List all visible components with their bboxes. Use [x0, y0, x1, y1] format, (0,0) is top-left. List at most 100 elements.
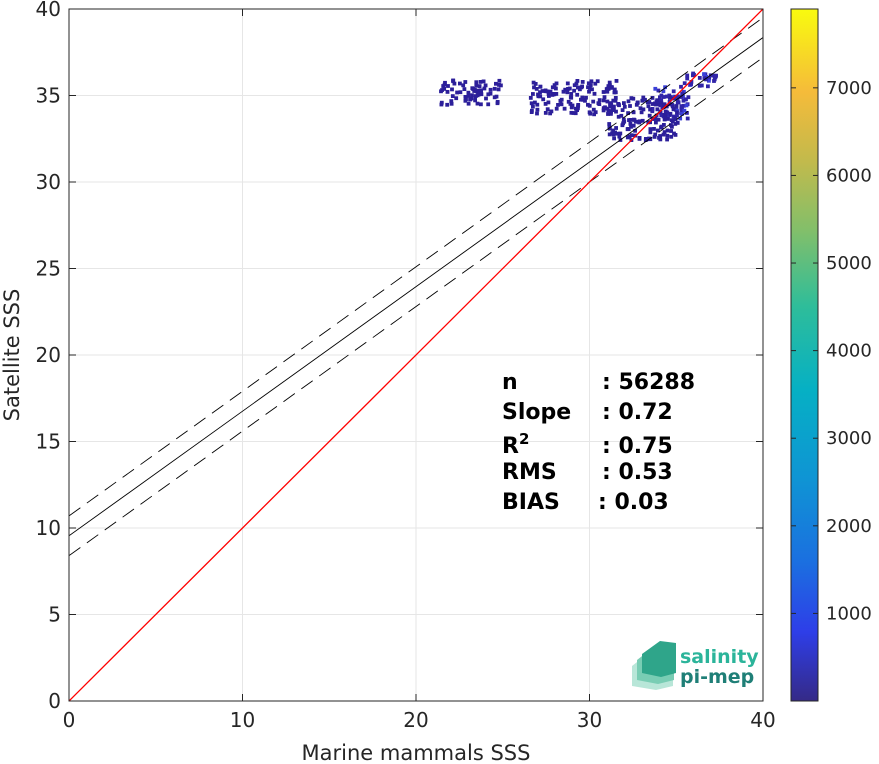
colorbar-tick-label: 2000 — [826, 516, 872, 537]
density-cell — [631, 110, 636, 115]
density-cell — [659, 125, 664, 130]
density-cell — [673, 122, 678, 126]
density-cell — [535, 111, 539, 116]
density-cell — [653, 117, 657, 121]
density-cell — [675, 110, 679, 115]
density-cell — [656, 128, 660, 133]
x-axis-ticks: 0 10 20 30 40 — [63, 9, 776, 732]
density-cell — [672, 131, 676, 136]
density-cell — [653, 102, 658, 107]
density-cell — [650, 102, 655, 106]
density-cell — [442, 87, 447, 91]
density-cell — [609, 102, 614, 107]
colorbar-tick-label: 4000 — [826, 341, 872, 362]
density-cell — [707, 78, 711, 83]
density-cell — [629, 96, 634, 100]
density-cell — [449, 101, 454, 106]
density-cell — [625, 135, 630, 140]
density-cell — [648, 137, 653, 142]
density-cell — [472, 89, 477, 93]
stat-label: n — [502, 370, 518, 395]
density-cell — [634, 102, 639, 107]
density-cell — [547, 94, 551, 98]
density-cell — [679, 84, 683, 89]
density-cell — [648, 127, 653, 131]
density-cell — [588, 83, 593, 87]
density-cell — [531, 104, 535, 109]
density-cell — [637, 137, 642, 141]
density-cell — [641, 107, 646, 112]
density-cell — [671, 119, 675, 124]
density-cell — [659, 100, 664, 105]
density-cell — [575, 92, 580, 97]
density-cell — [568, 102, 573, 106]
density-cell — [635, 100, 640, 105]
density-cell — [673, 116, 678, 121]
density-cell — [591, 99, 596, 104]
density-cell — [632, 118, 637, 122]
density-cell — [685, 116, 690, 121]
density-cell — [550, 93, 555, 97]
density-cell — [618, 131, 623, 136]
density-cell — [607, 125, 612, 129]
density-cell — [607, 80, 612, 85]
density-cell — [625, 127, 630, 132]
y-tick-label: 0 — [48, 689, 61, 713]
density-cell — [452, 81, 457, 86]
density-cell — [620, 108, 625, 112]
density-cell — [613, 96, 618, 100]
density-cell — [470, 86, 475, 91]
density-cell — [627, 118, 631, 122]
density-cell — [656, 117, 661, 122]
y-axis-ticks: 0 5 10 15 20 25 30 35 40 — [36, 0, 763, 713]
density-cell — [656, 88, 661, 93]
density-cell — [481, 79, 486, 84]
density-cell — [575, 79, 580, 83]
density-cell — [605, 99, 610, 104]
density-cell — [676, 100, 681, 105]
density-cell — [655, 107, 660, 112]
density-cell — [531, 80, 536, 85]
density-cell — [538, 90, 542, 95]
density-cell — [497, 78, 502, 83]
density-cell — [665, 137, 669, 142]
density-cell — [661, 132, 666, 137]
stat-label: RMS — [502, 460, 557, 485]
density-cell — [548, 89, 553, 94]
density-cell — [479, 92, 484, 97]
density-cell — [680, 112, 684, 116]
density-cell — [534, 87, 539, 91]
density-cell — [665, 133, 670, 138]
density-cell — [546, 92, 551, 96]
density-cell — [681, 98, 686, 103]
density-cell — [668, 95, 673, 99]
density-cell — [680, 108, 684, 112]
density-cell — [612, 108, 616, 112]
colorbar-tick-label: 6000 — [826, 165, 872, 186]
density-cell — [650, 109, 655, 114]
density-cell — [536, 92, 540, 97]
density-cell — [474, 83, 479, 88]
density-cell — [538, 84, 543, 89]
density-cell — [591, 107, 596, 112]
y-tick-label: 10 — [36, 516, 61, 540]
density-cell — [669, 134, 674, 139]
density-cell — [663, 85, 667, 90]
density-cell — [588, 86, 592, 90]
density-cell — [614, 79, 619, 83]
density-cell — [466, 94, 471, 98]
density-cell — [646, 104, 651, 109]
y-axis-label: Satellite SSS — [0, 289, 24, 422]
density-cell — [686, 95, 691, 100]
density-cell — [439, 89, 443, 94]
density-cell — [563, 87, 568, 92]
density-cell — [589, 79, 594, 84]
density-cell — [445, 102, 450, 107]
y-tick-label: 15 — [36, 430, 61, 454]
density-cell — [617, 134, 622, 139]
density-cell — [548, 111, 552, 116]
statistics-box: n: 56288 Slope: 0.72 R2: 0.75 RMS: 0.53 BIAS… — [502, 370, 695, 515]
density-cell — [597, 98, 602, 102]
colorbar-tick-label: 3000 — [826, 428, 872, 449]
density-cell — [607, 122, 612, 126]
